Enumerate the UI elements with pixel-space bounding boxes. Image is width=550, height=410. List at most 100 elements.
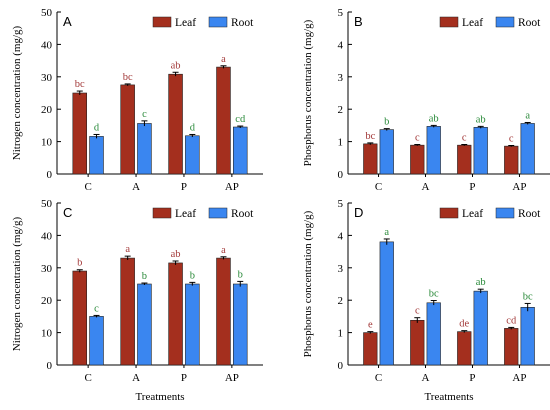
- bar-root: [520, 307, 535, 366]
- y-tick-label: 0: [338, 169, 344, 181]
- significance-label: a: [221, 245, 226, 256]
- x-tick-label: P: [469, 181, 475, 193]
- y-tick-label: 3: [338, 72, 344, 84]
- bar-leaf: [72, 270, 88, 366]
- significance-label: ab: [429, 113, 439, 124]
- x-axis-title: Treatments: [424, 391, 473, 403]
- significance-label: a: [525, 110, 530, 121]
- bar-root: [137, 123, 152, 175]
- panel-label: C: [63, 205, 72, 220]
- x-tick-label: AP: [225, 372, 239, 384]
- significance-label: a: [384, 227, 389, 238]
- x-tick-label: A: [422, 181, 430, 193]
- significance-label: a: [125, 244, 130, 255]
- y-tick-label: 0: [338, 360, 344, 372]
- significance-label: bc: [75, 79, 85, 90]
- y-tick-label: 10: [41, 328, 53, 340]
- y-tick-label: 30: [41, 72, 53, 84]
- legend-label-root: Root: [231, 208, 254, 220]
- legend-swatch-root: [495, 207, 515, 219]
- significance-label: bc: [523, 291, 533, 302]
- significance-label: b: [77, 258, 82, 269]
- significance-label: ab: [476, 277, 486, 288]
- bar-leaf: [168, 73, 183, 175]
- legend-label-root: Root: [518, 208, 541, 220]
- y-tick-label: 1: [338, 328, 344, 340]
- x-tick-label: A: [422, 372, 430, 384]
- y-tick-label: 50: [41, 198, 53, 210]
- y-axis-title: Nitrogen concentration (mg/g): [11, 25, 23, 160]
- y-tick-label: 5: [338, 198, 344, 210]
- bar-root: [185, 135, 200, 175]
- bar-leaf: [216, 257, 231, 366]
- legend-swatch-leaf: [152, 207, 172, 219]
- x-tick-label: A: [132, 372, 140, 384]
- bar-root: [379, 129, 394, 175]
- bar-root: [232, 126, 248, 175]
- y-tick-label: 1: [338, 137, 344, 149]
- significance-label: bc: [365, 131, 375, 142]
- significance-label: e: [368, 320, 373, 331]
- bar-leaf: [410, 144, 425, 175]
- legend-swatch-root: [495, 16, 515, 28]
- x-tick-label: C: [375, 372, 382, 384]
- y-axis-title: Phosphorus concentration (mg/g): [302, 210, 314, 357]
- bar-root: [473, 127, 488, 175]
- y-tick-label: 20: [41, 104, 53, 116]
- x-tick-label: P: [469, 372, 475, 384]
- panel-label: D: [354, 205, 363, 220]
- y-tick-label: 10: [41, 137, 53, 149]
- bar-root: [473, 290, 488, 366]
- significance-label: cd: [506, 315, 517, 326]
- legend-swatch-leaf: [439, 207, 459, 219]
- bar-root: [520, 123, 535, 175]
- bar-root: [185, 283, 200, 366]
- significance-label: c: [142, 109, 147, 120]
- bar-leaf: [216, 66, 231, 175]
- legend-swatch-leaf: [152, 16, 172, 28]
- significance-label: de: [459, 319, 469, 330]
- bar-root: [89, 136, 104, 175]
- bar-root: [426, 302, 441, 366]
- significance-label: d: [94, 122, 100, 133]
- significance-label: b: [238, 269, 243, 280]
- legend-swatch-root: [208, 207, 228, 219]
- significance-label: ab: [171, 60, 181, 71]
- y-tick-label: 2: [338, 104, 344, 116]
- significance-label: d: [190, 122, 196, 133]
- bar-leaf: [363, 143, 378, 175]
- x-tick-label: C: [84, 181, 91, 193]
- legend-label-root: Root: [231, 17, 254, 29]
- significance-label: c: [415, 133, 420, 144]
- significance-label: b: [384, 117, 389, 128]
- y-tick-label: 0: [47, 169, 53, 181]
- y-tick-label: 40: [41, 230, 53, 242]
- bar-leaf: [120, 257, 135, 366]
- legend-label-leaf: Leaf: [462, 208, 483, 220]
- y-tick-label: 40: [41, 39, 53, 51]
- significance-label: ab: [476, 114, 486, 125]
- bar-leaf: [504, 328, 519, 366]
- bar-leaf: [72, 92, 88, 175]
- x-tick-label: AP: [512, 372, 526, 384]
- chart-panel-a: 0 10 20 30 40 50 Nitrogen concentration (mg/g)…: [11, 7, 263, 193]
- y-tick-label: 30: [41, 263, 53, 275]
- bar-leaf: [457, 144, 472, 175]
- legend-label-leaf: Leaf: [175, 208, 196, 220]
- significance-label: cd: [235, 114, 246, 125]
- x-tick-label: AP: [225, 181, 239, 193]
- chart-panel-c: 0 10 20 30 40 50 Nitrogen concentration (mg/g)…: [11, 198, 263, 403]
- bar-leaf: [363, 332, 378, 366]
- x-tick-label: A: [132, 181, 140, 193]
- significance-label: b: [142, 271, 147, 282]
- panel-label: B: [354, 14, 363, 29]
- significance-label: bc: [429, 289, 439, 300]
- y-tick-label: 3: [338, 263, 344, 275]
- y-tick-label: 20: [41, 295, 53, 307]
- significance-label: c: [94, 303, 99, 314]
- x-tick-label: C: [375, 181, 382, 193]
- y-tick-label: 2: [338, 295, 344, 307]
- legend-label-leaf: Leaf: [462, 17, 483, 29]
- bar-root: [379, 241, 394, 366]
